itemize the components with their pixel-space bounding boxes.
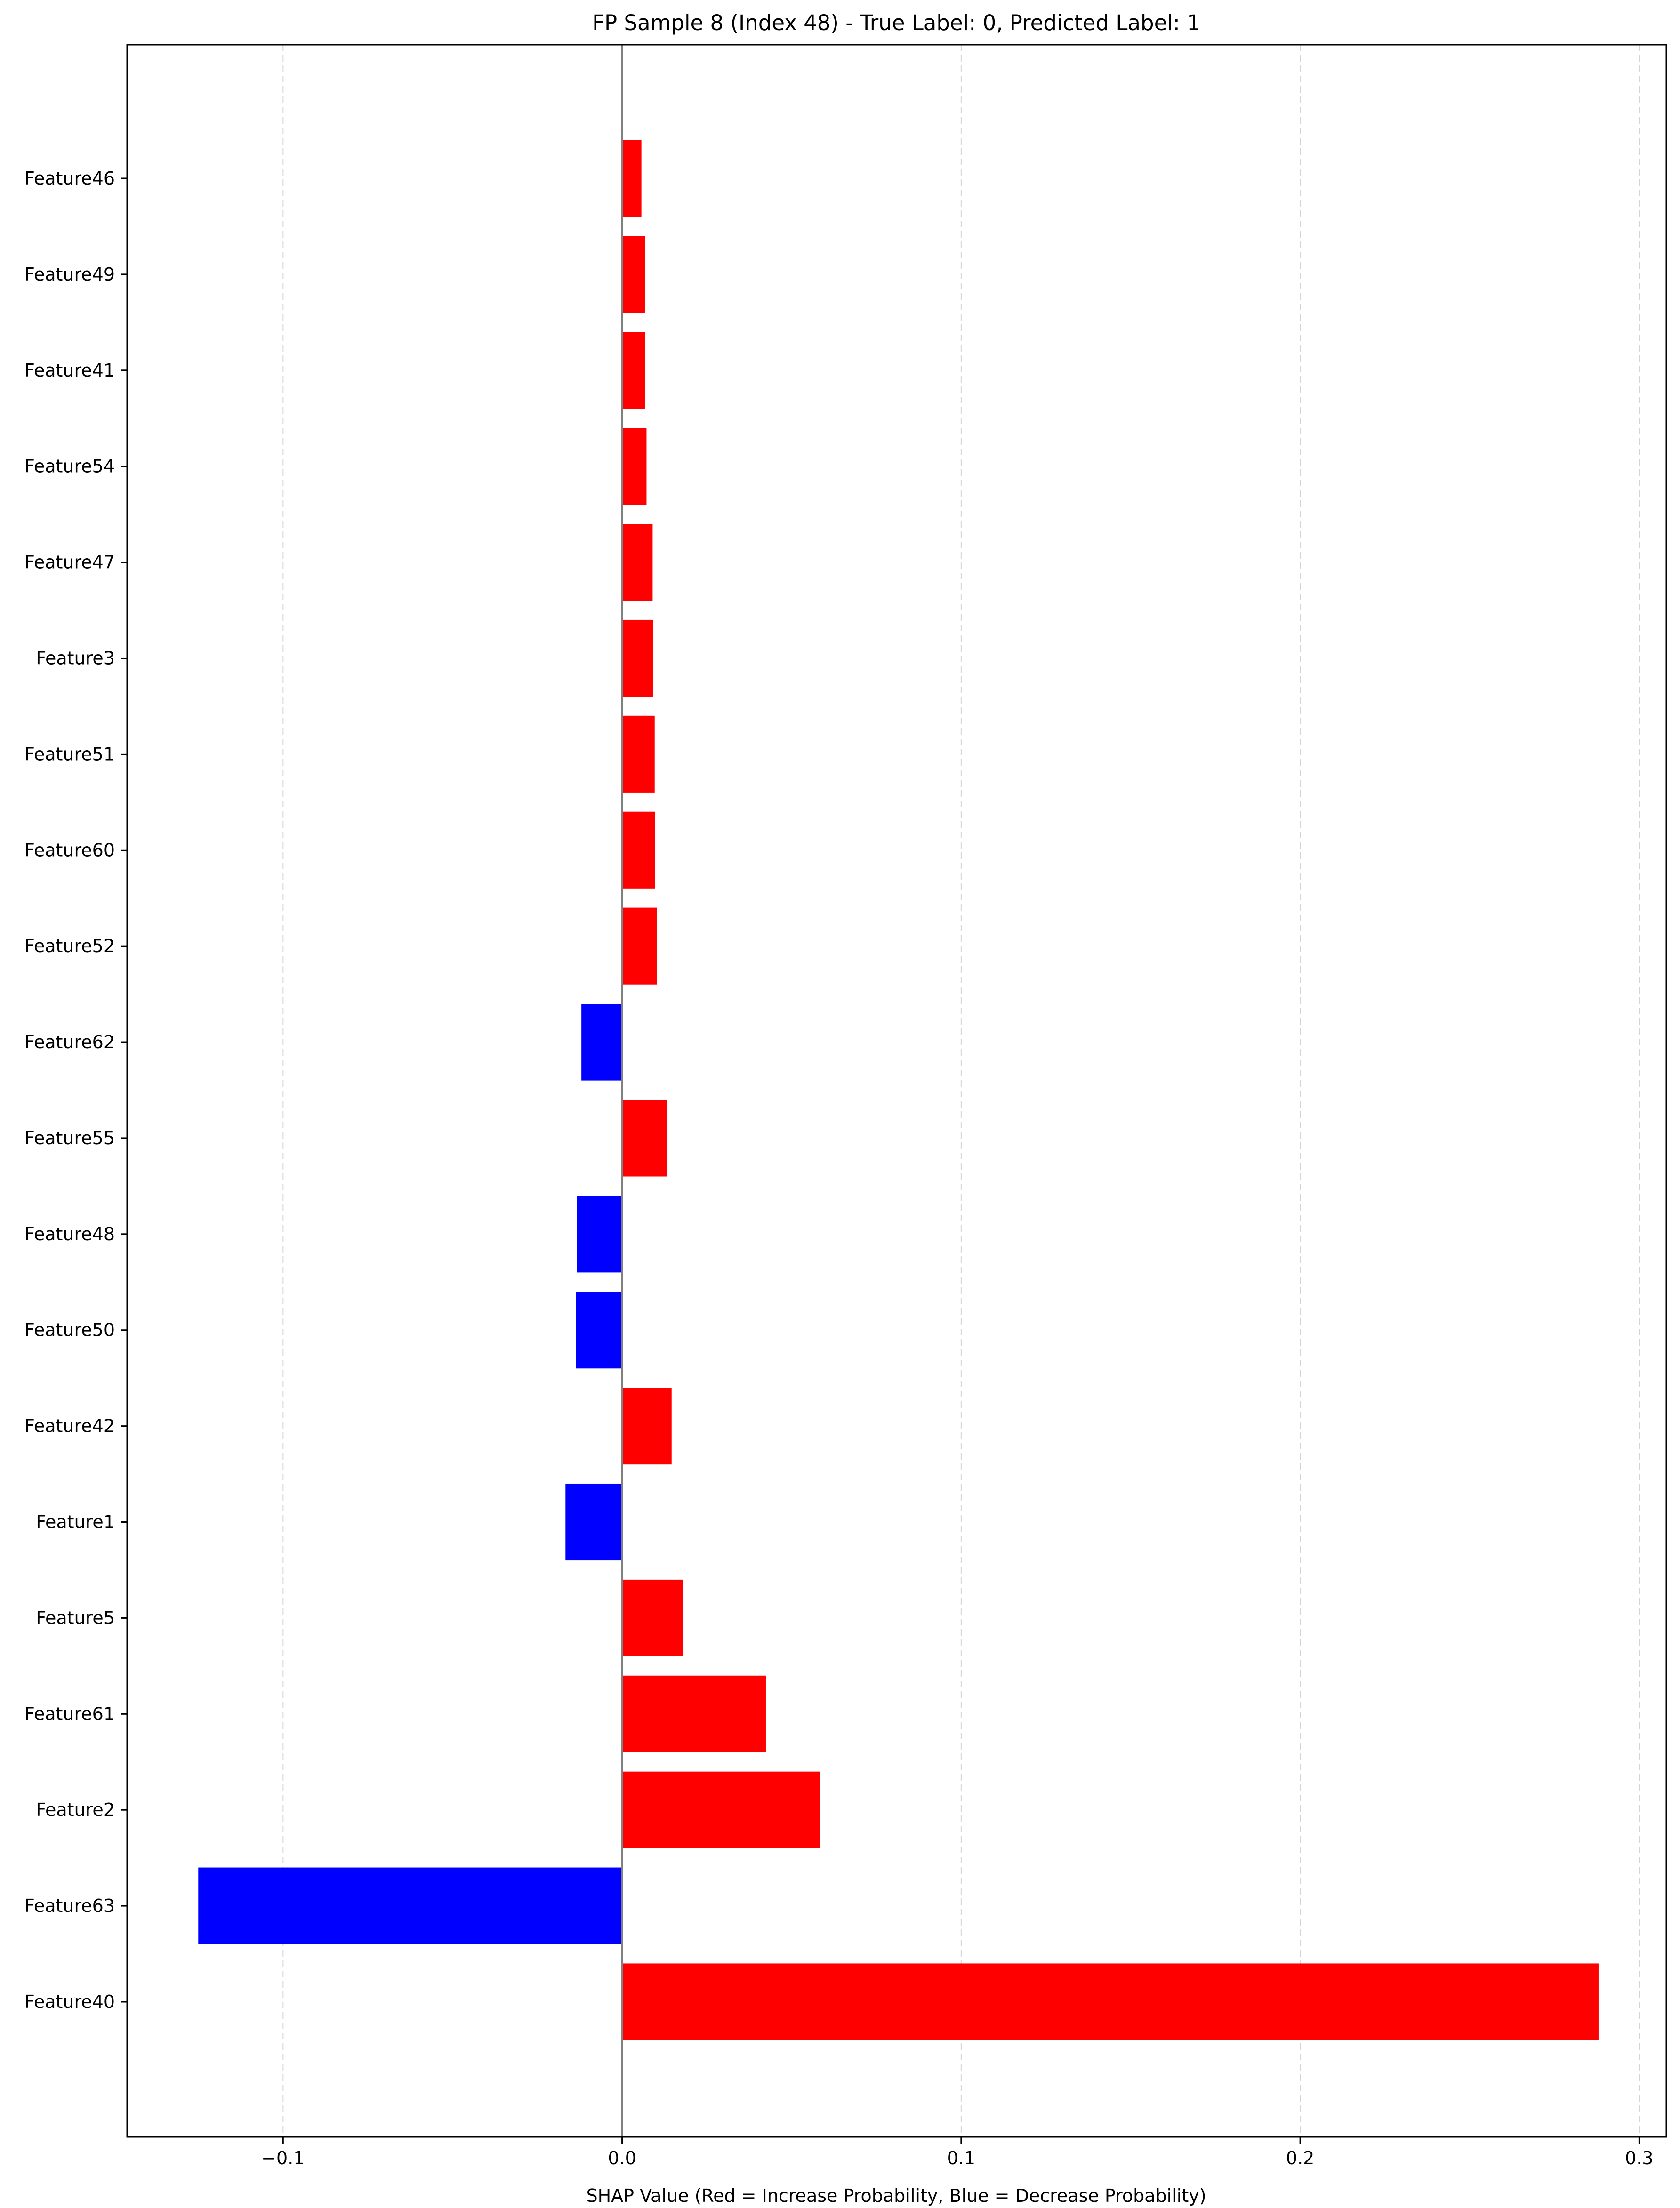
y-tick-label: Feature55 — [24, 1128, 115, 1148]
bar-feature62 — [581, 1004, 622, 1081]
bar-feature41 — [622, 332, 645, 409]
y-tick-label: Feature63 — [24, 1895, 115, 1916]
y-tick-label: Feature49 — [24, 264, 115, 285]
bar-feature61 — [622, 1675, 766, 1752]
x-tick-label: −0.1 — [261, 2148, 305, 2168]
bar-feature48 — [577, 1196, 622, 1273]
bar-feature52 — [622, 907, 657, 985]
y-tick-label: Feature5 — [36, 1607, 115, 1628]
axes-frame — [126, 44, 1667, 2138]
y-tick-label: Feature54 — [24, 456, 115, 477]
y-tick-label: Feature1 — [36, 1512, 115, 1533]
y-tick-label: Feature48 — [24, 1224, 115, 1245]
x-tick-label: 0.2 — [1286, 2148, 1314, 2168]
y-tick-label: Feature3 — [36, 648, 115, 668]
chart-title: FP Sample 8 (Index 48) - True Label: 0, … — [592, 10, 1200, 35]
bar-feature42 — [622, 1388, 672, 1465]
bar-feature2 — [622, 1771, 820, 1848]
bar-feature51 — [622, 715, 655, 793]
y-tick-label: Feature61 — [24, 1703, 115, 1724]
y-tick-label: Feature40 — [24, 1991, 115, 2012]
bar-feature5 — [622, 1579, 683, 1656]
bar-feature50 — [576, 1292, 622, 1369]
bar-feature54 — [622, 428, 647, 505]
y-tick-label: Feature2 — [36, 1799, 115, 1820]
bar-feature47 — [622, 524, 653, 601]
bars — [198, 140, 1599, 2040]
x-tick-label: 0.1 — [947, 2148, 975, 2168]
bar-feature55 — [622, 1100, 667, 1177]
bar-feature1 — [565, 1483, 622, 1561]
x-axis-ticks: −0.1 0.0 0.1 0.2 0.3 — [261, 2137, 1654, 2168]
x-tick-label: 0.3 — [1625, 2148, 1653, 2168]
y-axis-ticks: Feature46 Feature49 Feature41 Feature54 Feat… — [24, 168, 127, 2012]
y-tick-label: Feature60 — [24, 840, 115, 860]
bar-feature3 — [622, 619, 653, 697]
bar-feature46 — [622, 140, 642, 217]
bar-feature40 — [622, 1963, 1599, 2040]
y-tick-label: Feature47 — [24, 552, 115, 573]
bar-feature60 — [622, 811, 655, 889]
y-tick-label: Feature46 — [24, 168, 115, 189]
y-tick-label: Feature62 — [24, 1032, 115, 1052]
x-axis-label: SHAP Value (Red = Increase Probability, … — [586, 2185, 1206, 2206]
y-tick-label: Feature42 — [24, 1416, 115, 1437]
y-tick-label: Feature52 — [24, 936, 115, 956]
y-tick-label: Feature41 — [24, 360, 115, 381]
x-tick-label: 0.0 — [608, 2148, 636, 2168]
bar-feature49 — [622, 236, 645, 313]
bar-feature63 — [198, 1867, 622, 1944]
y-tick-label: Feature50 — [24, 1320, 115, 1341]
y-tick-label: Feature51 — [24, 744, 115, 764]
